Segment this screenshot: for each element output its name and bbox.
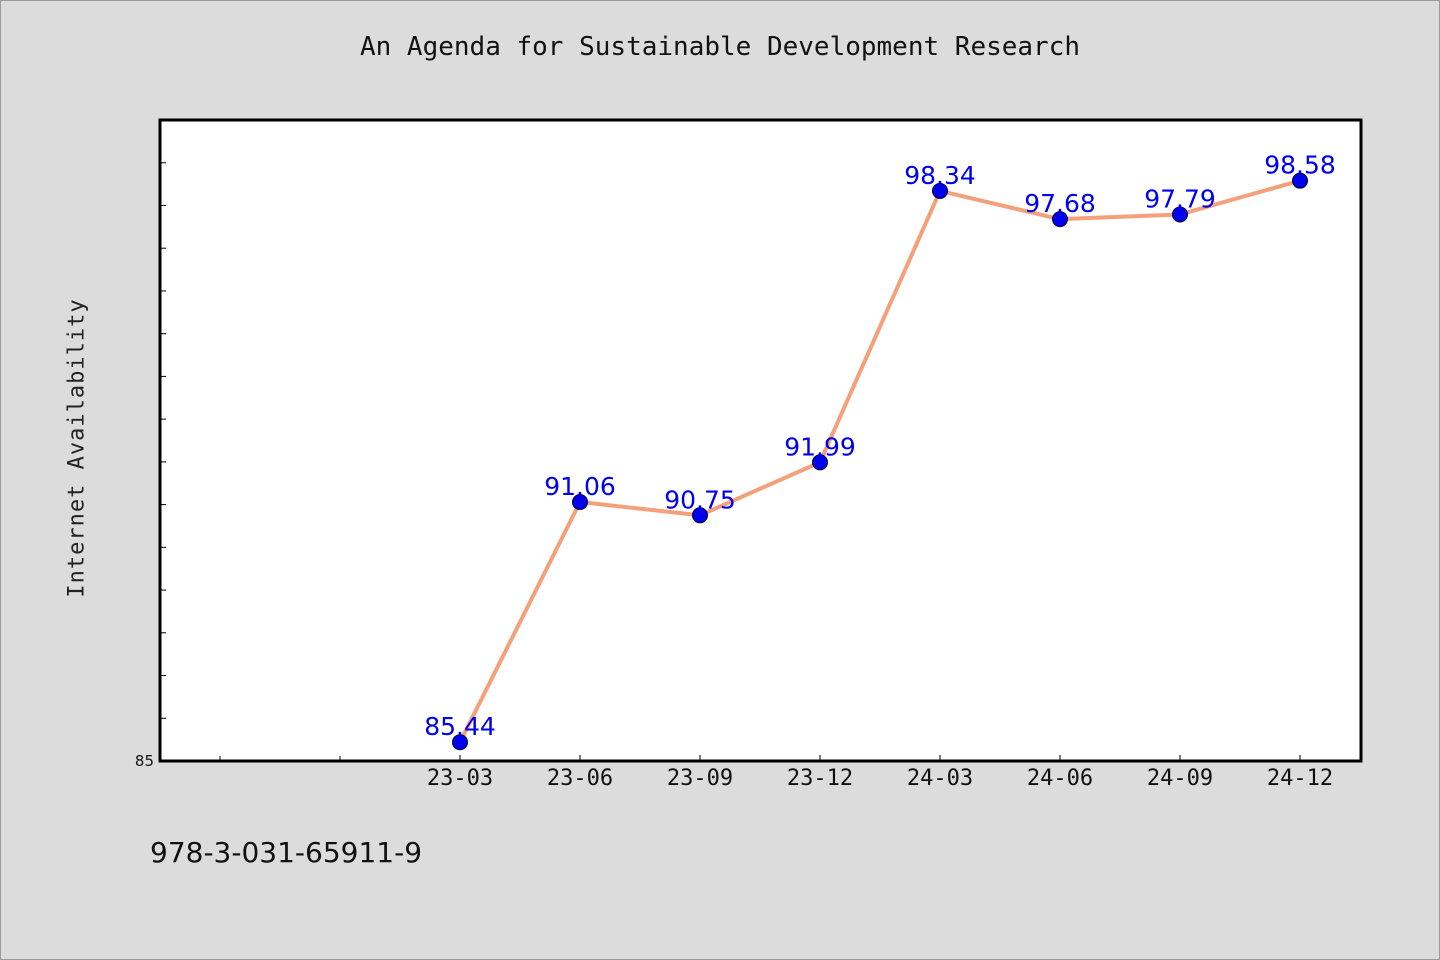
data-point [932,182,948,199]
data-point [572,494,588,511]
data-label: 91.99 [784,432,856,461]
data-labels: 85.44 91.06 90.75 91.99 98.34 97.68 97.79 98.58 [424,151,1336,742]
x-tick-label: 23-09 [667,766,733,791]
x-tick-label: 23-06 [547,766,613,791]
x-axis-ticks: 23-03 23-06 23-09 23-12 24-03 24-06 24-09 24-12 [219,755,1333,791]
x-tick-label: 24-06 [1027,766,1093,791]
isbn-code: 978-3-031-65911-9 [150,836,423,869]
x-tick-label: 24-09 [1147,766,1213,791]
series-line [458,178,1301,744]
data-points [452,172,1308,751]
data-label: 90.75 [664,485,736,514]
data-point [1292,172,1308,189]
data-label: 97.68 [1024,189,1096,218]
data-point [692,507,708,524]
data-label: 97.79 [1144,184,1216,213]
y-axis-ticks: 85 [135,162,166,770]
x-tick-label: 24-03 [907,766,973,791]
data-point [1172,206,1188,223]
y-tick-label: 85 [135,752,154,770]
x-tick-label: 24-12 [1267,766,1333,791]
data-label: 98.58 [1264,151,1336,180]
data-label: 98.34 [904,161,976,190]
plot-area [158,118,1363,763]
data-point [1052,211,1068,228]
data-point [812,454,828,471]
x-tick-label: 23-03 [427,766,493,791]
chart-title: An Agenda for Sustainable Development Re… [359,32,1081,62]
x-tick-label: 23-12 [787,766,853,791]
data-point [452,734,468,751]
data-label: 91.06 [544,472,616,501]
data-label: 85.44 [424,712,496,741]
